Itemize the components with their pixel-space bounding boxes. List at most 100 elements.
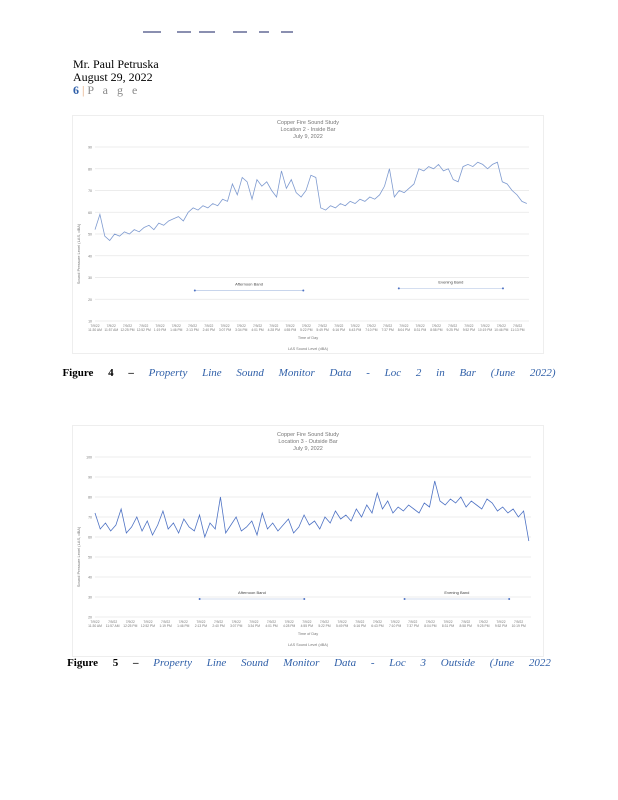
- x-tick-label: 7/9/22: [285, 620, 294, 624]
- chart-date: July 9, 2022: [293, 446, 323, 452]
- page-separator: |: [82, 83, 85, 97]
- x-tick-label: 7/9/22: [320, 620, 329, 624]
- x-tick-label: 7/9/22: [143, 620, 152, 624]
- x-tick-label: 8:58 PM: [430, 328, 443, 332]
- x-tick-label: 7/9/22: [461, 620, 470, 624]
- y-tick-label: 30: [88, 276, 92, 280]
- x-tick-label: 7/9/22: [318, 324, 327, 328]
- x-tick-label: 7/9/22: [237, 324, 246, 328]
- chart-title: Copper Fire Sound Study: [277, 120, 339, 126]
- annotation-band-end: [303, 598, 306, 600]
- x-tick-label: 4:28 PM: [268, 328, 281, 332]
- y-tick-label: 10: [88, 320, 92, 324]
- x-tick-label: 7/9/22: [269, 324, 278, 328]
- x-tick-label: 7/9/22: [302, 620, 311, 624]
- letter-date: August 29, 2022: [73, 70, 153, 84]
- data-series-line: [94, 480, 530, 542]
- x-tick-label: 5:49 PM: [316, 328, 329, 332]
- figure-4-chart: Copper Fire Sound Study Location 2 - Insi…: [72, 115, 544, 354]
- x-tick-label: 7/9/22: [179, 620, 188, 624]
- y-axis-label: Sound Pressure Level (LAS, dBA): [76, 526, 81, 587]
- x-tick-label: 4:55 PM: [301, 624, 314, 628]
- x-tick-label: 11:13 PM: [511, 328, 525, 332]
- annotation-band-end: [508, 598, 511, 600]
- x-tick-label: 3:07 PM: [230, 624, 243, 628]
- x-tick-label: 7/9/22: [214, 620, 223, 624]
- x-tick-label: 7/9/22: [443, 620, 452, 624]
- x-tick-label: 4:28 PM: [283, 624, 296, 628]
- chart-subtitle: Location 2 - Inside Bar: [280, 127, 335, 133]
- header-mark: [259, 31, 269, 33]
- chart-date: July 9, 2022: [293, 134, 323, 140]
- y-tick-label: 80: [88, 167, 92, 171]
- header-mark: [143, 31, 161, 33]
- page-number: 6: [73, 83, 79, 97]
- x-tick-label: 4:55 PM: [284, 328, 297, 332]
- x-tick-label: 1:46 PM: [170, 328, 183, 332]
- caption-number: 5 –: [112, 657, 139, 669]
- x-tick-label: 7/9/22: [155, 324, 164, 328]
- x-tick-label: 10:46 PM: [494, 328, 508, 332]
- caption-prefix: Figure: [62, 367, 94, 379]
- x-tick-label: 3:07 PM: [219, 328, 232, 332]
- annotation-band-start: [397, 287, 400, 290]
- y-tick-label: 60: [88, 211, 92, 215]
- x-tick-label: 7/9/22: [416, 324, 425, 328]
- y-tick-label: 70: [88, 516, 92, 520]
- x-tick-label: 5:22 PM: [300, 328, 313, 332]
- y-tick-label: 80: [88, 496, 92, 500]
- x-tick-label: 12:25 PM: [123, 624, 137, 628]
- x-tick-label: 7/9/22: [334, 324, 343, 328]
- x-tick-label: 7/9/22: [448, 324, 457, 328]
- x-tick-label: 8:04 PM: [398, 328, 411, 332]
- caption-number: 4 –: [108, 367, 134, 379]
- recipient-name: Mr. Paul Petruska: [73, 57, 159, 71]
- x-tick-label: 7/9/22: [408, 620, 417, 624]
- x-tick-label: 7/9/22: [196, 620, 205, 624]
- annotation-label: Evening Band: [444, 590, 469, 595]
- x-tick-label: 7:10 PM: [389, 624, 402, 628]
- y-tick-label: 50: [88, 233, 92, 237]
- x-tick-label: 7/9/22: [220, 324, 229, 328]
- y-tick-label: 20: [88, 616, 92, 620]
- x-tick-label: 7/9/22: [513, 324, 522, 328]
- x-tick-label: 12:25 PM: [120, 328, 134, 332]
- x-tick-label: 7/9/22: [249, 620, 258, 624]
- chart-title: Copper Fire Sound Study: [277, 432, 339, 438]
- x-tick-label: 7/9/22: [426, 620, 435, 624]
- x-tick-label: 6:43 PM: [349, 328, 362, 332]
- caption-text: Property Line Sound Monitor Data - Loc 2…: [148, 367, 556, 379]
- y-tick-label: 60: [88, 536, 92, 540]
- y-tick-label: 70: [88, 189, 92, 193]
- x-tick-label: 7/9/22: [390, 620, 399, 624]
- x-tick-label: 7/9/22: [514, 620, 523, 624]
- x-tick-label: 7/9/22: [497, 324, 506, 328]
- annotation-band-end: [501, 287, 504, 290]
- y-tick-label: 40: [88, 576, 92, 580]
- x-tick-label: 11:57 AM: [104, 328, 118, 332]
- annotation-label: Evening Band: [438, 279, 463, 284]
- x-tick-label: 7/9/22: [90, 324, 99, 328]
- x-tick-label: 8:31 PM: [414, 328, 427, 332]
- x-tick-label: 7/9/22: [338, 620, 347, 624]
- x-tick-label: 7/9/22: [479, 620, 488, 624]
- data-series-line: [94, 161, 527, 242]
- x-tick-label: 7/9/22: [161, 620, 170, 624]
- x-tick-label: 7/9/22: [367, 324, 376, 328]
- x-tick-label: 7/9/22: [139, 324, 148, 328]
- x-tick-label: 6:43 PM: [371, 624, 384, 628]
- x-tick-label: 5:49 PM: [336, 624, 349, 628]
- legend-entry: LAS Sound Level (dBA): [288, 347, 329, 351]
- x-tick-label: 3:34 PM: [235, 328, 248, 332]
- x-tick-label: 2:40 PM: [212, 624, 225, 628]
- x-tick-label: 8:31 PM: [442, 624, 455, 628]
- x-tick-label: 9:25 PM: [477, 624, 490, 628]
- x-tick-label: 7/9/22: [253, 324, 262, 328]
- x-tick-label: 7/9/22: [108, 620, 117, 624]
- y-tick-label: 90: [88, 146, 92, 150]
- y-tick-label: 20: [88, 298, 92, 302]
- x-tick-label: 2:13 PM: [195, 624, 208, 628]
- x-tick-label: 11:30 AM: [88, 328, 102, 332]
- chart-subtitle: Location 3 - Outside Bar: [278, 439, 337, 445]
